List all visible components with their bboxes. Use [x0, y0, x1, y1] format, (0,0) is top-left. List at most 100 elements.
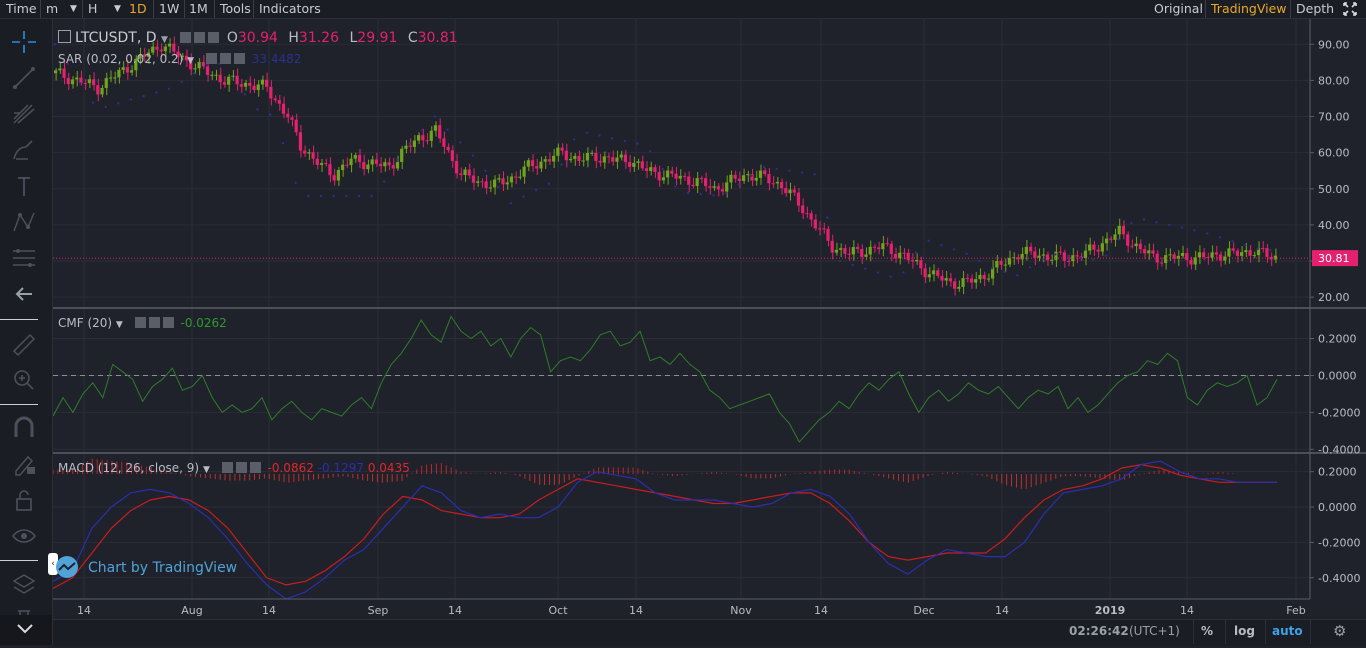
sar-dot	[813, 173, 816, 176]
toolbar-toggle-handle[interactable]: ‹	[48, 553, 58, 575]
text-icon[interactable]	[10, 173, 42, 201]
candle-body	[687, 176, 691, 185]
candle-body	[1231, 248, 1235, 251]
candle-body	[1142, 249, 1147, 254]
candle-body	[864, 254, 868, 257]
close-icon[interactable]	[249, 462, 261, 473]
chevron-down-icon[interactable]: ▼	[202, 465, 210, 475]
indicators-button[interactable]: Indicators	[259, 1, 321, 16]
candle-body	[1248, 250, 1252, 256]
pattern-icon[interactable]	[10, 209, 42, 237]
candle-body	[1227, 248, 1231, 257]
lock-drawing-icon[interactable]	[10, 451, 42, 479]
candle-body	[927, 274, 931, 278]
candle-body	[273, 98, 277, 101]
chevron-down-icon[interactable]: ▼	[160, 35, 168, 45]
candle-body	[636, 161, 640, 163]
interval-1w-button[interactable]: 1W	[159, 1, 180, 16]
sar-dot	[408, 142, 411, 145]
candle-body	[1273, 255, 1277, 260]
gear-icon[interactable]: ⚙	[1333, 622, 1347, 640]
layers-icon[interactable]	[10, 571, 42, 599]
candle-body	[378, 163, 383, 167]
interval-1d-button[interactable]: 1D	[129, 1, 147, 16]
hour-interval-dropdown[interactable]: H	[88, 1, 98, 16]
lock-icon[interactable]	[10, 487, 42, 515]
brush-icon[interactable]	[10, 137, 42, 165]
chevron-down-icon[interactable]: ▼	[187, 56, 195, 66]
view-original-button[interactable]: Original	[1154, 1, 1203, 16]
settings-icon[interactable]	[194, 32, 206, 43]
candle-body	[201, 61, 205, 67]
candle-body	[1066, 260, 1071, 262]
candle-body	[58, 68, 62, 71]
sar-dot	[940, 243, 943, 247]
time-tick-label: 14	[629, 604, 643, 617]
clock-timezone[interactable]: (UTC+1)	[1129, 624, 1180, 638]
view-depth-button[interactable]: Depth	[1296, 1, 1335, 16]
close-icon[interactable]	[162, 317, 174, 328]
candle-body	[940, 275, 944, 281]
sar-dot	[686, 191, 690, 195]
back-arrow-icon[interactable]	[10, 281, 42, 309]
open-label: O	[226, 30, 238, 46]
candle-body	[227, 76, 231, 85]
close-icon[interactable]	[233, 53, 245, 64]
candle-body	[716, 186, 720, 190]
candle-body	[931, 270, 936, 275]
chart-area[interactable]: 14 Aug 14 Sep 14 Oct 14 Nov 14 Dec 14 2019 14 Feb 90.0…	[53, 19, 1366, 619]
separator	[153, 0, 154, 18]
sar-dot	[572, 138, 576, 141]
settings-icon[interactable]	[148, 317, 160, 328]
interval-1m-button[interactable]: 1M	[189, 1, 208, 16]
settings-icon[interactable]	[219, 53, 231, 64]
close-icon[interactable]	[208, 32, 220, 43]
candle-body	[893, 253, 898, 259]
collapse-legend-icon[interactable]	[58, 30, 71, 43]
separator	[184, 0, 185, 18]
hide-icon[interactable]	[205, 53, 217, 64]
candle-body	[902, 252, 906, 254]
minute-interval-dropdown[interactable]: m	[46, 1, 59, 16]
ruler-icon[interactable]	[10, 331, 42, 359]
candle-body	[497, 178, 501, 180]
hide-icon[interactable]	[134, 317, 146, 328]
fullscreen-icon[interactable]	[1342, 0, 1362, 18]
candle-body	[438, 125, 442, 139]
chevron-down-icon[interactable]: ▼	[115, 320, 123, 330]
sar-value: 33.4482	[251, 52, 302, 66]
percent-scale-button[interactable]: %	[1201, 624, 1214, 638]
hide-icon[interactable]	[221, 462, 233, 473]
candle-body	[277, 100, 281, 104]
sar-dot	[458, 141, 462, 144]
candle-body	[1003, 264, 1007, 266]
eye-icon[interactable]	[10, 523, 42, 551]
candle-body	[1202, 252, 1206, 258]
candle-body	[1007, 257, 1012, 265]
pitchfork-icon[interactable]	[10, 101, 42, 129]
candle-body	[290, 117, 294, 120]
collapse-toolbar-button[interactable]	[0, 615, 52, 645]
auto-scale-button[interactable]: auto	[1272, 624, 1303, 638]
log-scale-button[interactable]: log	[1234, 624, 1255, 638]
magnet-icon[interactable]	[10, 415, 42, 443]
candle-body	[1147, 250, 1151, 254]
tradingview-attribution[interactable]: Chart by TradingView	[56, 556, 237, 578]
crosshair-icon[interactable]	[10, 29, 42, 57]
candle-body	[307, 152, 311, 154]
candle-body	[125, 67, 129, 73]
candle-body	[720, 189, 725, 192]
sar-dot	[231, 77, 234, 81]
view-tradingview-button[interactable]: TradingView	[1211, 1, 1287, 16]
time-tick-label: 14	[995, 604, 1009, 617]
zoom-in-icon[interactable]	[10, 367, 42, 395]
trend-line-icon[interactable]	[10, 65, 42, 93]
candle-body	[881, 243, 885, 250]
candle-body	[75, 77, 79, 80]
fib-retracement-icon[interactable]	[10, 245, 42, 273]
tools-button[interactable]: Tools	[220, 1, 251, 16]
macd-label: MACD (12, 26, close, 9)	[58, 461, 200, 475]
candle-body	[383, 162, 387, 167]
settings-icon[interactable]	[235, 462, 247, 473]
hide-icon[interactable]	[180, 32, 192, 43]
